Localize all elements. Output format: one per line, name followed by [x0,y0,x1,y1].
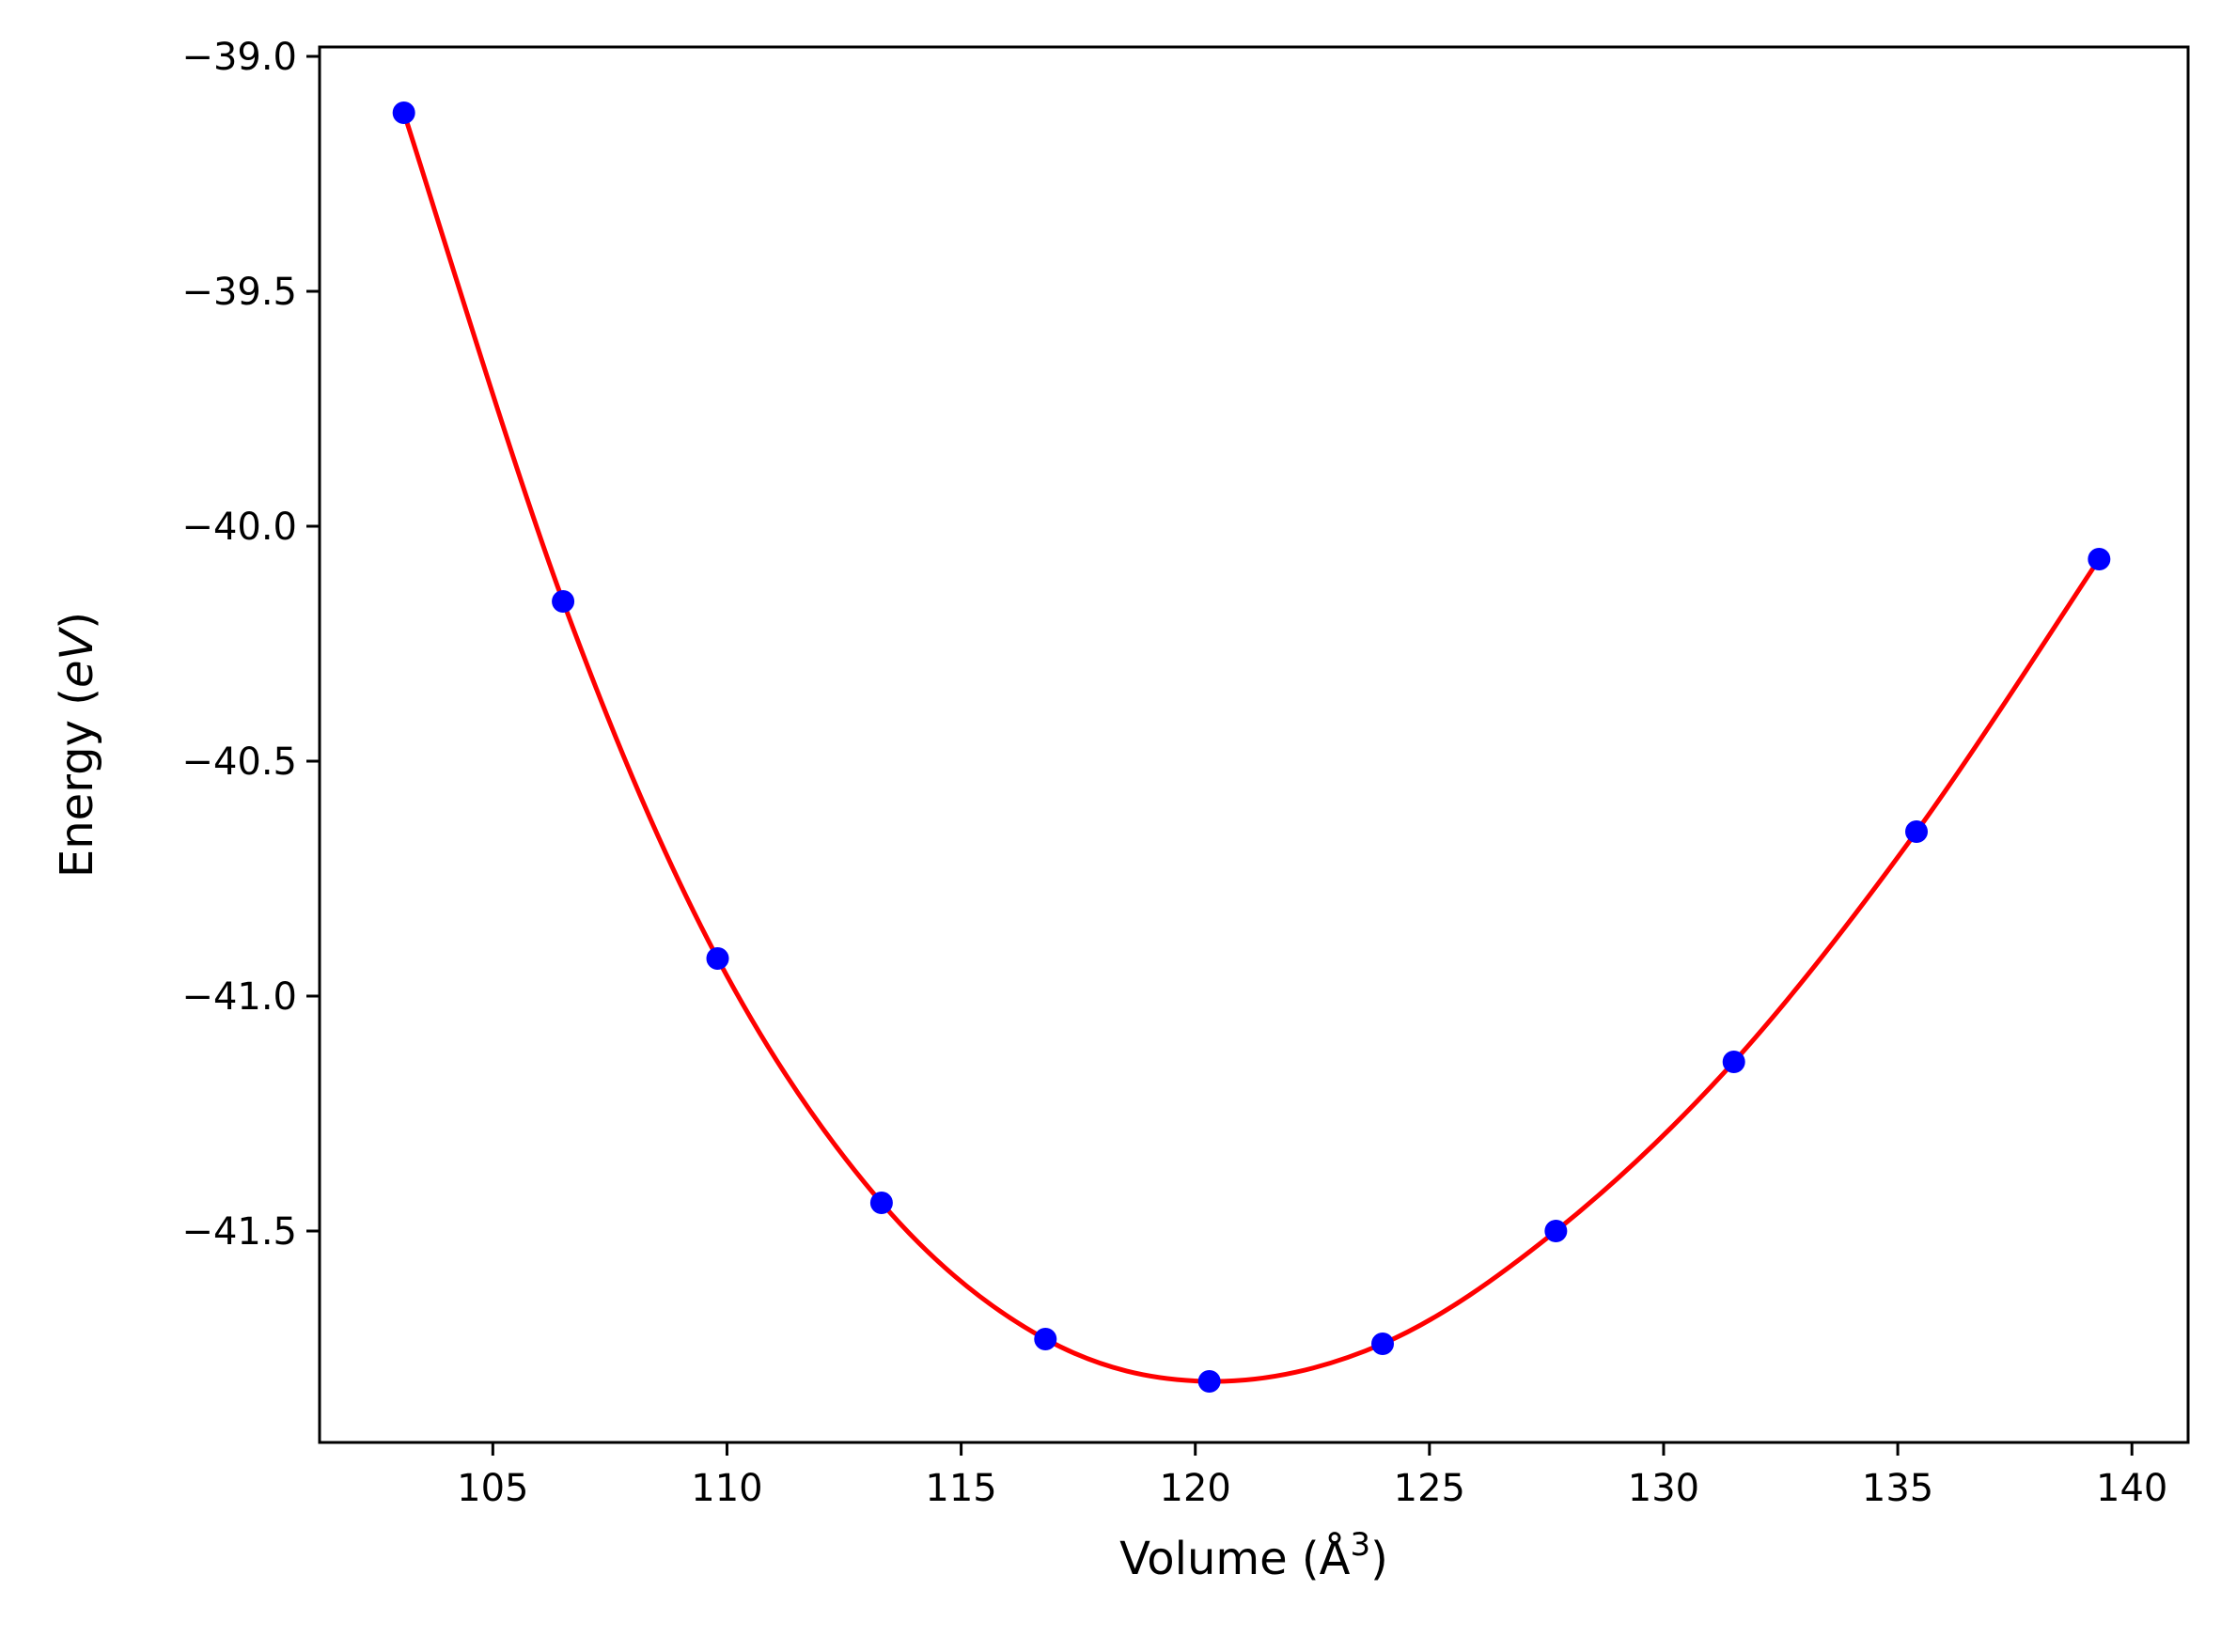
x-tick-label: 105 [457,1467,528,1510]
x-axis-label: Volume (Å3) [1119,1526,1388,1585]
data-point [1722,1051,1745,1073]
axes-frame [318,45,2190,1444]
data-point [2088,548,2111,570]
data-point [706,947,729,970]
x-tick-label: 125 [1394,1467,1465,1510]
y-tick-label: −40.5 [181,740,297,784]
x-tick-label: 130 [1628,1467,1699,1510]
data-point [1197,1370,1221,1393]
x-tick-label: 120 [1160,1467,1231,1510]
x-axis: 105 110 115 120 125 130 135 140 [457,1442,2167,1510]
x-tick-label: 140 [2096,1467,2167,1510]
data-point [552,590,575,613]
x-tick-label: 110 [691,1467,762,1510]
data-point [869,1192,893,1214]
y-tick-label: −40.0 [181,506,297,549]
data-point [1544,1220,1568,1242]
data-point [1034,1328,1057,1350]
fit-curve [401,112,2102,1384]
y-axis-label: Energy (eV) [51,612,103,878]
y-tick-label: −41.5 [181,1210,297,1254]
plot-area [318,45,2190,1444]
y-tick-label: −39.5 [181,271,297,314]
data-point [1371,1333,1395,1355]
y-tick-label: −41.0 [181,975,297,1019]
data-point [1905,820,1929,843]
y-axis: −39.0 −39.5 −40.0 −40.5 −41.0 −41.5 [181,36,320,1254]
data-point [392,101,415,124]
x-tick-label: 115 [925,1467,996,1510]
y-tick-label: −39.0 [181,36,297,79]
x-tick-label: 135 [1862,1467,1933,1510]
